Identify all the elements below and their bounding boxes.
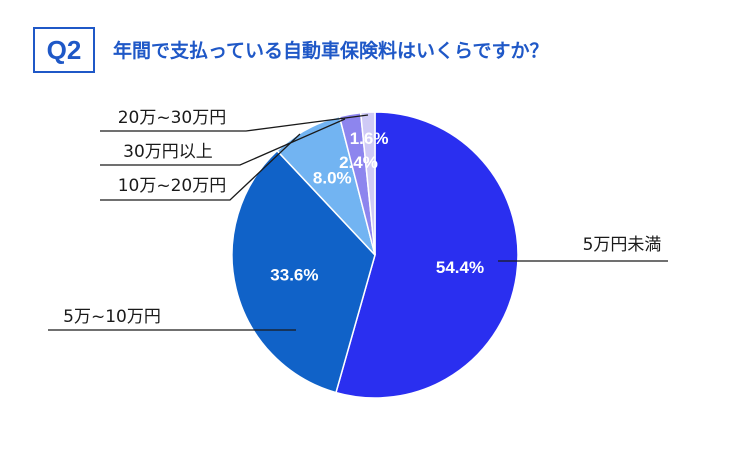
category-label: 5万~10万円 — [63, 307, 161, 327]
category-label: 20万~30万円 — [118, 108, 227, 128]
slice-value-label: 2.4% — [339, 153, 378, 172]
pie-slice — [335, 111, 519, 399]
slice-value-label: 54.4% — [436, 258, 484, 277]
leader-line — [100, 114, 369, 132]
chart-title: 年間で支払っている自動車保険料はいくらですか？ — [113, 40, 549, 62]
category-label: 5万円未満 — [583, 235, 662, 255]
question-number-badge: Q2 — [33, 27, 95, 73]
leader-line — [100, 133, 301, 201]
pie-slice — [359, 111, 376, 256]
category-label: 30万円以上 — [123, 142, 213, 162]
pie-slice — [231, 149, 376, 394]
category-label: 10万~20万円 — [118, 176, 227, 196]
slice-value-label: 8.0% — [313, 168, 352, 187]
leader-line — [100, 118, 346, 166]
slice-value-label: 1.6% — [350, 129, 389, 148]
slice-value-label: 33.6% — [270, 266, 318, 285]
